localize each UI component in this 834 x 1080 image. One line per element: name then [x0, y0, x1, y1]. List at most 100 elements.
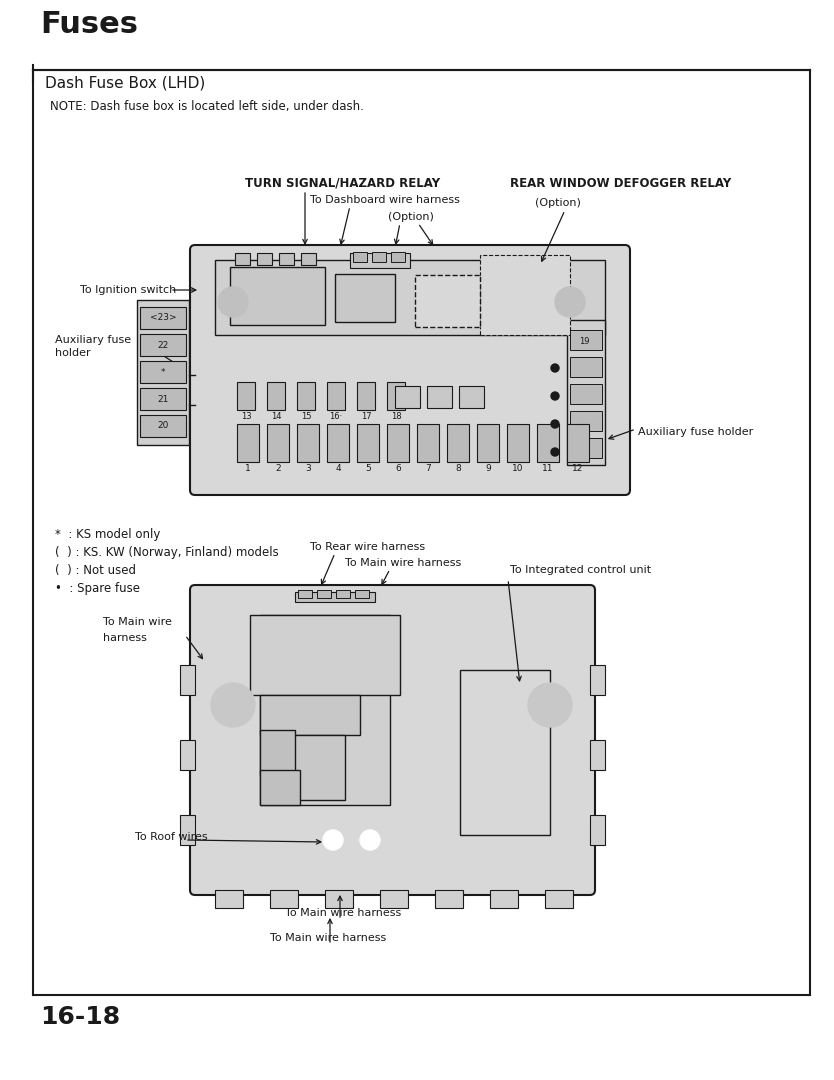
Text: 15: 15: [301, 411, 311, 421]
Text: To Roof wires: To Roof wires: [135, 832, 208, 842]
Bar: [295, 592, 375, 602]
Bar: [267, 424, 289, 462]
Text: (  ) : KS. KW (Norway, Finland) models: ( ) : KS. KW (Norway, Finland) models: [55, 546, 279, 559]
Circle shape: [360, 831, 380, 850]
Circle shape: [218, 287, 248, 318]
Bar: [353, 252, 367, 262]
Bar: [460, 670, 550, 835]
Text: 11: 11: [542, 464, 554, 473]
Text: 20: 20: [158, 421, 168, 431]
Bar: [355, 590, 369, 598]
Text: REAR WINDOW DEFOGGER RELAY: REAR WINDOW DEFOGGER RELAY: [510, 177, 731, 190]
Text: TURN SIGNAL/HAZARD RELAY: TURN SIGNAL/HAZARD RELAY: [245, 177, 440, 190]
Bar: [235, 253, 250, 265]
Text: 22: 22: [158, 340, 168, 350]
Text: 16-18: 16-18: [40, 1005, 120, 1029]
Bar: [279, 253, 294, 265]
Bar: [350, 253, 410, 268]
Text: 13: 13: [241, 411, 251, 421]
Text: 4: 4: [335, 464, 341, 473]
Bar: [260, 730, 295, 775]
Bar: [297, 424, 319, 462]
Text: holder: holder: [55, 348, 91, 357]
Bar: [180, 815, 195, 845]
Bar: [215, 260, 605, 335]
Bar: [490, 890, 518, 908]
Bar: [270, 890, 298, 908]
Text: (  ) : Not used: ( ) : Not used: [55, 564, 136, 577]
Bar: [459, 386, 484, 408]
Bar: [570, 384, 602, 404]
Bar: [415, 275, 480, 327]
Text: 21: 21: [158, 394, 168, 404]
Text: •  : Spare fuse: • : Spare fuse: [55, 582, 140, 595]
Bar: [435, 890, 463, 908]
Circle shape: [551, 364, 559, 372]
Bar: [298, 590, 312, 598]
Bar: [140, 388, 186, 410]
Bar: [380, 890, 408, 908]
Text: 8: 8: [455, 464, 461, 473]
Text: 12: 12: [572, 464, 584, 473]
Bar: [391, 252, 405, 262]
Text: To Main wire harness: To Main wire harness: [285, 908, 401, 918]
Text: 17: 17: [360, 411, 371, 421]
Text: Auxiliary fuse: Auxiliary fuse: [55, 335, 131, 345]
Bar: [137, 300, 189, 445]
Circle shape: [555, 287, 585, 318]
Text: harness: harness: [103, 633, 147, 643]
Bar: [180, 665, 195, 696]
Bar: [387, 382, 405, 410]
Text: 3: 3: [305, 464, 311, 473]
Text: 19: 19: [579, 337, 590, 347]
Text: Auxiliary fuse holder: Auxiliary fuse holder: [638, 427, 753, 437]
Circle shape: [551, 420, 559, 428]
Bar: [427, 386, 452, 408]
Bar: [325, 890, 353, 908]
Bar: [260, 696, 360, 735]
Text: 6: 6: [395, 464, 401, 473]
Bar: [301, 253, 316, 265]
Bar: [260, 770, 300, 805]
Bar: [447, 424, 469, 462]
Bar: [480, 255, 570, 335]
Text: NOTE: Dash fuse box is located left side, under dash.: NOTE: Dash fuse box is located left side…: [50, 100, 364, 113]
Bar: [260, 615, 390, 805]
Bar: [372, 252, 386, 262]
Text: To Main wire harness: To Main wire harness: [345, 558, 461, 568]
Text: To Ignition switch: To Ignition switch: [80, 285, 176, 295]
Bar: [140, 415, 186, 437]
Bar: [237, 424, 259, 462]
Bar: [537, 424, 559, 462]
Text: To Main wire harness: To Main wire harness: [270, 933, 386, 943]
Bar: [230, 267, 325, 325]
Bar: [570, 357, 602, 377]
Text: 18: 18: [390, 411, 401, 421]
Text: Dash Fuse Box (LHD): Dash Fuse Box (LHD): [45, 75, 205, 90]
Text: To Main wire: To Main wire: [103, 617, 172, 627]
Bar: [140, 361, 186, 383]
Bar: [317, 590, 331, 598]
Bar: [297, 382, 315, 410]
Bar: [237, 382, 255, 410]
Text: (Option): (Option): [388, 212, 434, 222]
Bar: [570, 330, 602, 350]
Bar: [570, 438, 602, 458]
Bar: [327, 382, 345, 410]
Bar: [567, 320, 605, 465]
Bar: [477, 424, 499, 462]
Bar: [395, 386, 420, 408]
Text: 10: 10: [512, 464, 524, 473]
Circle shape: [323, 831, 343, 850]
Text: (Option): (Option): [535, 198, 580, 208]
Bar: [257, 253, 272, 265]
Bar: [140, 307, 186, 329]
Bar: [140, 334, 186, 356]
Bar: [357, 424, 379, 462]
Text: To Dashboard wire harness: To Dashboard wire harness: [310, 195, 460, 205]
FancyBboxPatch shape: [190, 585, 595, 895]
Text: *: *: [161, 367, 165, 377]
Bar: [275, 735, 345, 800]
Circle shape: [551, 392, 559, 400]
Text: 7: 7: [425, 464, 431, 473]
